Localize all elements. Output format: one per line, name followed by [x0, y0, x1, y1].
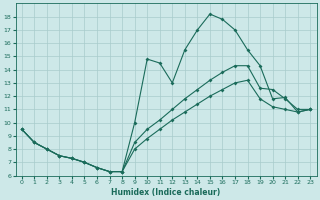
X-axis label: Humidex (Indice chaleur): Humidex (Indice chaleur) [111, 188, 221, 197]
